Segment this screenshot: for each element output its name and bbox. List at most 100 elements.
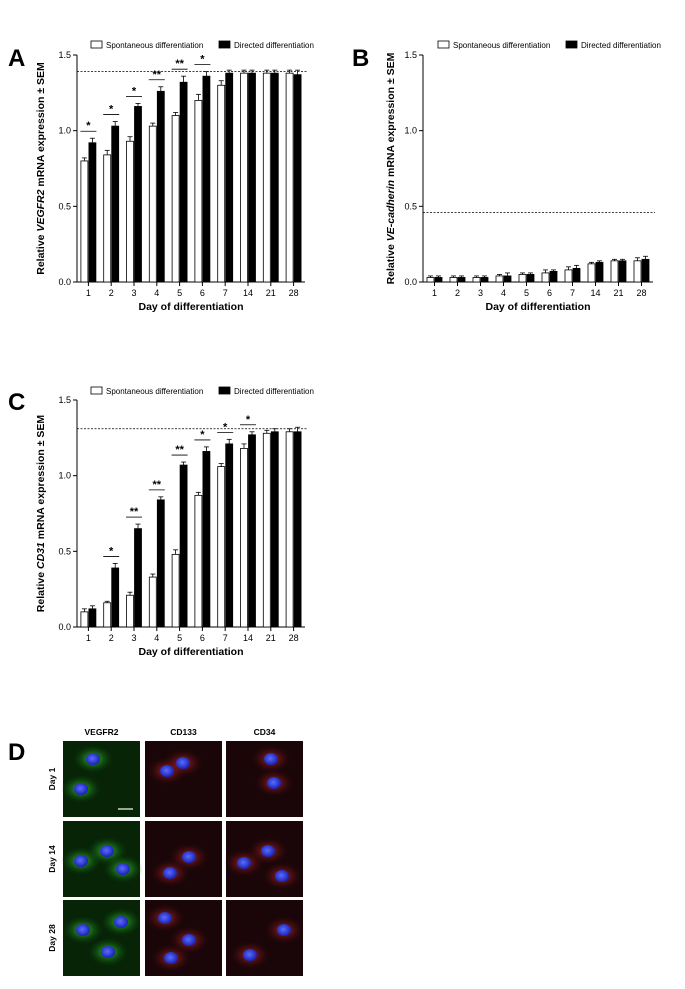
micrograph-tile: [145, 900, 222, 976]
legend-swatch-directed: [218, 386, 231, 395]
chart-a-vegfr2: 0.00.51.01.51 2 3 4 5 6 7 14 21 28******* *Day of …: [35, 40, 314, 313]
micrograph-row-label: Day 28: [47, 924, 57, 952]
x-axis-title: Day of differentiation: [138, 301, 243, 313]
significance-label: *: [109, 545, 114, 557]
y-tick-label: 0.0: [58, 622, 71, 632]
micrograph-tile: [61, 741, 140, 817]
bar-directed: [156, 90, 165, 283]
panel-letter-b: B: [352, 45, 369, 72]
y-axis-title: Relative CD31 mRNA expression ± SEM: [35, 415, 47, 613]
y-axis-title-gene: CD31: [35, 542, 47, 569]
x-tick-label: 3: [131, 288, 136, 298]
x-tick-label: 21: [266, 633, 276, 643]
significance-label: *: [132, 85, 137, 97]
x-tick-label: 21: [266, 288, 276, 298]
bar-spontaneous: [426, 277, 435, 283]
cell-nucleus: [182, 934, 196, 946]
micrograph-column-label: CD133: [170, 727, 197, 737]
micrograph-column-label: VEGFR2: [84, 727, 118, 737]
bar-spontaneous: [217, 466, 226, 628]
bar-spontaneous: [171, 115, 180, 283]
micrograph-tile: [145, 741, 222, 817]
bar-spontaneous: [472, 277, 481, 283]
x-tick-label: 14: [243, 288, 253, 298]
x-tick-label: 4: [154, 288, 159, 298]
y-axis-title-prefix: Relative: [35, 569, 47, 612]
legend-label-directed: Directed differentiation: [581, 41, 661, 50]
cell-nucleus: [237, 857, 251, 869]
significance-label: **: [153, 479, 162, 491]
x-tick-label: 5: [177, 288, 182, 298]
x-tick-label: 28: [289, 633, 299, 643]
y-axis-title-prefix: Relative: [35, 232, 47, 275]
bar-directed: [549, 271, 558, 283]
cell-nucleus: [261, 845, 275, 857]
bar-directed: [111, 125, 120, 283]
x-tick-label: 4: [154, 633, 159, 643]
bar-directed: [111, 567, 120, 628]
y-axis-title-suffix: mRNA expression ± SEM: [35, 415, 47, 543]
bar-spontaneous: [103, 154, 112, 283]
cell-nucleus: [160, 765, 174, 777]
bar-spontaneous: [80, 611, 89, 628]
micrograph-tile: [145, 821, 222, 897]
micrograph-tile: [226, 900, 304, 976]
x-tick-label: 6: [547, 288, 552, 298]
cell-nucleus: [164, 952, 178, 964]
bar-spontaneous: [262, 72, 271, 283]
bar-directed: [248, 72, 256, 283]
cell-nucleus: [275, 870, 289, 882]
bar-directed: [156, 499, 165, 628]
bar-spontaneous: [126, 140, 134, 283]
y-tick-label: 1.0: [404, 126, 417, 136]
y-tick-label: 1.0: [58, 126, 71, 136]
y-axis-title-gene: VEGFR2: [35, 189, 47, 231]
bar-spontaneous: [610, 260, 619, 283]
y-tick-label: 1.5: [58, 395, 71, 405]
bar-directed: [434, 277, 443, 283]
bar-spontaneous: [285, 431, 294, 628]
bar-spontaneous: [103, 602, 112, 628]
significance-label: **: [153, 69, 162, 81]
y-tick-label: 1.5: [58, 50, 71, 60]
legend-label-directed: Directed differentiation: [234, 41, 314, 50]
bar-spontaneous: [449, 277, 458, 283]
y-axis-title-suffix: mRNA expression ± SEM: [385, 52, 397, 180]
x-axis-title: Day of differentiation: [485, 301, 590, 313]
micrograph-row-label: Day 14: [47, 845, 57, 873]
x-tick-label: 1: [432, 288, 437, 298]
legend-label-spontaneous: Spontaneous differentiation: [106, 387, 203, 396]
bar-directed: [179, 464, 188, 628]
cell-nucleus: [243, 949, 257, 961]
bar-spontaneous: [262, 432, 271, 628]
panel-letter-c: C: [8, 389, 25, 416]
chart-c-cd31: 0.00.51.01.51 2 3 4 5 6 7 14 21 28**********Day o…: [35, 386, 314, 658]
bar-directed: [618, 260, 627, 283]
x-tick-label: 28: [289, 288, 299, 298]
x-tick-label: 2: [109, 288, 114, 298]
x-tick-label: 7: [223, 288, 228, 298]
bar-directed: [480, 277, 489, 283]
y-axis-title-prefix: Relative: [385, 241, 397, 284]
cell-nucleus: [264, 753, 278, 765]
cell-nucleus: [277, 924, 291, 936]
legend-label-spontaneous: Spontaneous differentiation: [453, 41, 550, 50]
bar-directed: [572, 267, 581, 283]
significance-label: *: [246, 414, 251, 426]
x-tick-label: 6: [200, 288, 205, 298]
micrograph-row-label: Day 1: [47, 767, 57, 790]
bar-directed: [503, 275, 512, 283]
bar-directed: [270, 72, 279, 283]
bar-spontaneous: [194, 494, 203, 628]
micrograph-tile: [61, 821, 143, 897]
cell-nucleus: [74, 855, 88, 867]
significance-label: *: [109, 104, 114, 116]
bar-directed: [134, 106, 142, 283]
legend-swatch-spontaneous: [90, 386, 103, 395]
x-axis-title: Day of differentiation: [138, 646, 243, 658]
x-tick-label: 6: [200, 633, 205, 643]
x-tick-label: 5: [524, 288, 529, 298]
chart-b-ve-cadherin: 0.0 0.5 1.0 1.5 1 2 3 4 5 6 7 14 21 28 Day of differen…: [385, 40, 661, 313]
y-tick-label: 0.5: [58, 546, 71, 556]
